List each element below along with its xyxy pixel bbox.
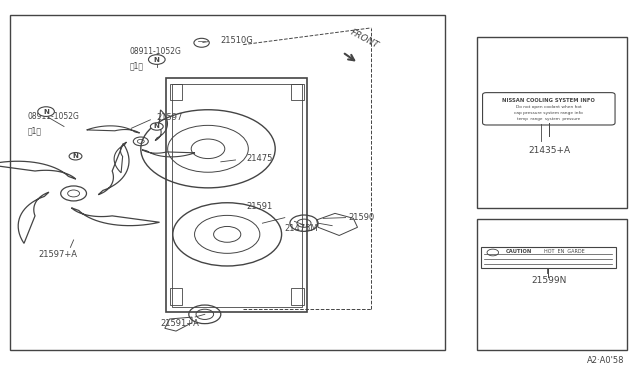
Text: cap pressure system range info: cap pressure system range info (515, 111, 583, 115)
Bar (166, 78, 307, 312)
Text: HOT  EN  GARDE: HOT EN GARDE (544, 249, 585, 254)
Text: 21435+A: 21435+A (528, 146, 570, 155)
Bar (172, 84, 302, 307)
Bar (477, 219, 627, 350)
Bar (481, 247, 616, 268)
Text: 21591: 21591 (246, 202, 273, 211)
Text: temp  range  system  pressure: temp range system pressure (517, 116, 580, 121)
Text: （1）: （1） (130, 61, 144, 70)
Text: N: N (154, 124, 160, 129)
Text: 08911-1052G: 08911-1052G (130, 46, 182, 55)
Text: 21597: 21597 (157, 113, 183, 122)
Text: N: N (43, 109, 49, 115)
Text: 21597+A: 21597+A (38, 250, 77, 259)
Text: 21591+A: 21591+A (160, 319, 199, 328)
Bar (291, 288, 304, 305)
Text: Do not open coolant when hot: Do not open coolant when hot (516, 105, 582, 109)
Circle shape (148, 55, 165, 64)
Text: （1）: （1） (28, 126, 42, 135)
Text: N: N (154, 57, 160, 62)
Text: CAUTION: CAUTION (506, 249, 532, 254)
Bar (170, 84, 182, 100)
Text: N: N (72, 153, 79, 159)
Text: FRONT: FRONT (349, 28, 380, 50)
Circle shape (38, 107, 54, 116)
Text: 08911-1052G: 08911-1052G (28, 112, 79, 121)
Bar (291, 84, 304, 100)
Text: 21475: 21475 (246, 154, 273, 163)
Circle shape (150, 123, 163, 130)
Bar (10, 15, 445, 350)
FancyBboxPatch shape (483, 93, 615, 125)
Bar (477, 37, 627, 208)
Bar (170, 288, 182, 305)
Text: 21510G: 21510G (221, 36, 253, 45)
Text: 21590: 21590 (349, 213, 375, 222)
Text: 21475M: 21475M (285, 224, 319, 233)
Text: 21599N: 21599N (531, 276, 566, 285)
Text: A2·A0'58: A2·A0'58 (586, 356, 624, 365)
Text: NISSAN COOLING SYSTEM INFO: NISSAN COOLING SYSTEM INFO (502, 99, 595, 103)
Circle shape (69, 153, 82, 160)
